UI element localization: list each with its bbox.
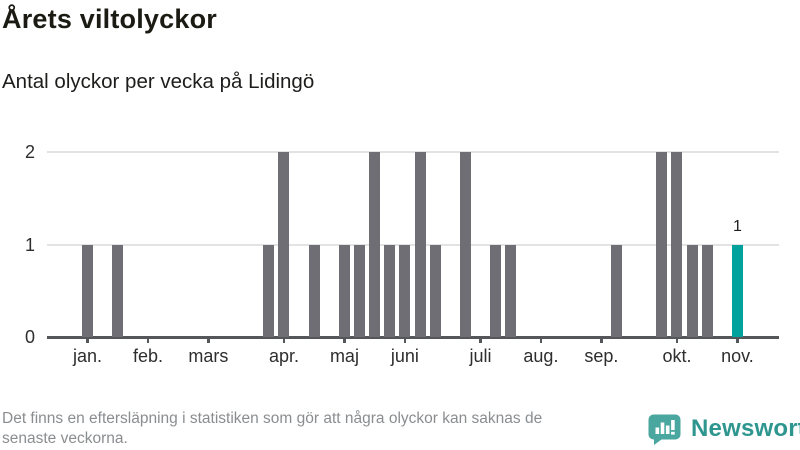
x-tick-label-juni: juni [390,346,419,366]
bar-week-13 [278,152,290,337]
bar-week-2 [112,244,124,337]
bar-week-17 [338,244,350,337]
x-tick-okt [675,338,679,343]
x-tick-jan [86,338,89,343]
x-tick-apr [282,338,286,343]
x-tick-label-aug: aug. [523,346,559,366]
x-tick-mars [207,338,210,343]
bar-week-41 [701,244,713,337]
bar-week-38 [656,152,668,337]
x-tick-label-juli: juli [469,346,492,366]
x-tick-label-mars: mars [188,346,229,366]
x-tick-label-jan: jan. [72,346,103,366]
footnote-line1: Det finns en eftersläpning i statistiken… [2,410,543,427]
gridline-y-2 [47,151,779,153]
x-tick-label-sep: sep. [584,346,619,366]
bar-week-12 [263,244,275,337]
brand-name: Newsworthy [691,415,800,442]
chart-subtitle: Antal olyckor per vecka på Lidingö [2,70,315,93]
bar-week-18 [354,244,366,337]
y-tick-label-2: 2 [24,142,35,162]
x-tick-feb [146,338,150,343]
x-tick-label-maj: maj [329,346,359,366]
x-tick-sep [600,338,603,343]
footnote: Det finns en eftersläpning i statistiken… [2,409,642,448]
x-tick-juni [403,338,407,343]
y-tick-label-1: 1 [24,234,35,255]
highlight-value-label: 1 [732,217,742,235]
x-tick-label-okt: okt. [662,346,692,366]
gridline-y-1 [47,243,779,246]
bar-week-20 [384,244,396,337]
x-tick-maj [343,338,346,343]
bar-week-35 [611,244,623,337]
bar-week-19 [369,152,381,337]
bar-week-15 [308,244,320,337]
x-tick-label-feb: feb. [132,346,163,366]
x-tick-label-nov: nov. [721,346,754,366]
plot-area: 0 1 2 jan. feb. mars apr. maj juni juli aug. sep. ok… [25,142,779,366]
bar-week-28 [505,244,517,337]
chart-title: Årets viltolyckor [2,4,217,34]
footnote-line2: senaste veckorna. [2,429,128,447]
bar-week-39 [671,152,683,337]
x-tick-juli [479,338,482,343]
bar-week-25 [459,152,471,337]
bar-week-40 [686,244,698,337]
newsworthy-bubble-icon [648,414,681,445]
y-tick-label-0: 0 [24,327,35,347]
x-tick-nov [736,338,739,343]
bar-week-43-highlight [731,244,743,337]
x-tick-aug [539,338,543,343]
x-axis-line [47,336,779,339]
bar-week-21 [399,244,411,337]
bar-week-22 [414,152,426,337]
bar-week-0 [82,244,93,337]
x-tick-label-apr: apr. [268,346,299,366]
brand-logo: Newsworthy [648,412,800,446]
bar-week-27 [490,244,502,337]
bar-week-23 [429,244,441,337]
